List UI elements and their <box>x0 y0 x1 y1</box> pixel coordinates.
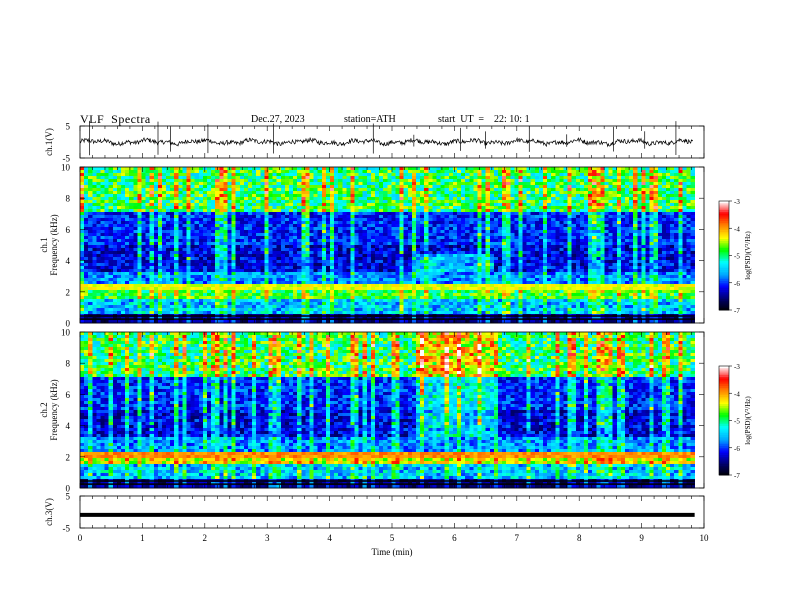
station-label: station=ATH <box>344 114 396 125</box>
x-tick-label: 7 <box>515 533 520 543</box>
cb1-tick-label: -6 <box>734 280 740 288</box>
spec2-cells <box>80 332 695 489</box>
x-tick-label: 1 <box>140 533 145 543</box>
x-tick-label: 0 <box>78 533 83 543</box>
cb2-tick-label: -7 <box>734 472 740 480</box>
cb1-label: log(PSD)(V²/Hz) <box>744 231 752 280</box>
spec2-ytick-label: 2 <box>66 452 71 462</box>
cb1-tick-label: -7 <box>734 307 740 315</box>
spec2-ytick-label: 4 <box>66 421 71 431</box>
ch3-ylabel: ch.3(V) <box>44 498 54 526</box>
spec1-ylabel: Frequency (kHz) <box>49 214 59 275</box>
ch3-ytick-label: 5 <box>66 492 71 502</box>
x-tick-label: 2 <box>203 533 208 543</box>
ch2-spectrogram-panel: 0 2 4 6 8 10 ch.2 Frequency (kHz) <box>39 328 705 494</box>
date-label: Dec.27, 2023 <box>251 114 305 125</box>
start-time-label: start UT = 22: 10: 1 <box>438 114 530 125</box>
ch1-colorbar: -3 -4 -5 -6 -7 log(PSD)(V²/Hz) <box>718 198 752 315</box>
figure-title: VLF Spectra <box>80 112 151 126</box>
ch1-spectrogram-panel: 0 2 4 6 8 10 ch.1 Frequency (kHz) <box>39 163 705 329</box>
spec2-ytick-label: 8 <box>66 359 71 369</box>
cb1-tick-label: -3 <box>734 198 740 206</box>
spec1-ytick-label: 10 <box>61 163 71 173</box>
ch1-waveform-panel: 5 -5 ch.1(V) <box>44 120 705 164</box>
spec2-ylabel: Frequency (kHz) <box>49 379 59 440</box>
cb2-tick-label: -3 <box>734 363 740 371</box>
x-tick-label: 6 <box>452 533 457 543</box>
cb1-tick-label: -4 <box>734 225 740 233</box>
ch3-ytick-label: -5 <box>63 524 71 534</box>
x-tick-label: 10 <box>700 533 710 543</box>
spec1-cells <box>80 167 695 324</box>
spec1-ytick-label: 8 <box>66 194 71 204</box>
spec1-ytick-label: 2 <box>66 287 71 297</box>
cb2-label: log(PSD)(V²/Hz) <box>744 396 752 445</box>
spec2-ylabel: ch.2 <box>39 402 49 417</box>
ch1-ytick-label: -5 <box>63 154 71 164</box>
x-tick-label: 9 <box>639 533 644 543</box>
ch1-trace <box>79 136 694 148</box>
ch2-colorbar: -3 -4 -5 -6 -7 log(PSD)(V²/Hz) <box>718 363 752 480</box>
cb2-tick-label: -6 <box>734 445 740 453</box>
spec2-ytick-label: 6 <box>66 390 71 400</box>
ch3-waveform-panel: 5 -5 ch.3(V) 0 1 2 3 4 5 6 7 8 9 10 Time (min) <box>44 492 709 558</box>
ch1-ylabel: ch.1(V) <box>44 128 54 156</box>
cb2-tick-label: -4 <box>734 390 740 398</box>
x-tick-label: 4 <box>327 533 332 543</box>
x-tick-label: 5 <box>390 533 395 543</box>
spec1-ytick-label: 4 <box>66 256 71 266</box>
x-axis-label: Time (min) <box>372 547 413 557</box>
cb2-tick-label: -5 <box>734 418 740 426</box>
spec2-ytick-label: 10 <box>61 328 71 338</box>
ch1-ytick-label: 5 <box>66 122 71 132</box>
spec1-ylabel: ch.1 <box>39 237 49 252</box>
x-tick-label: 3 <box>265 533 270 543</box>
x-tick-label: 8 <box>577 533 582 543</box>
spec1-ytick-label: 6 <box>66 225 71 235</box>
spec2-ytick-label: 0 <box>66 484 71 494</box>
spec1-ytick-label: 0 <box>66 319 71 329</box>
cb1-tick-label: -5 <box>734 253 740 261</box>
